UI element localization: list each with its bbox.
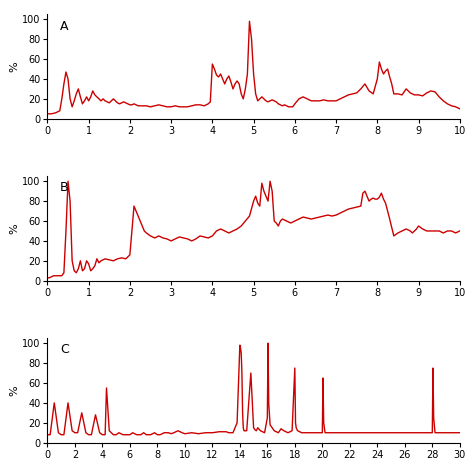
Text: A: A <box>60 20 68 32</box>
Y-axis label: %: % <box>9 223 19 234</box>
Text: B: B <box>60 181 68 195</box>
Y-axis label: %: % <box>9 61 19 72</box>
Text: C: C <box>60 343 69 357</box>
Y-axis label: %: % <box>9 385 19 396</box>
